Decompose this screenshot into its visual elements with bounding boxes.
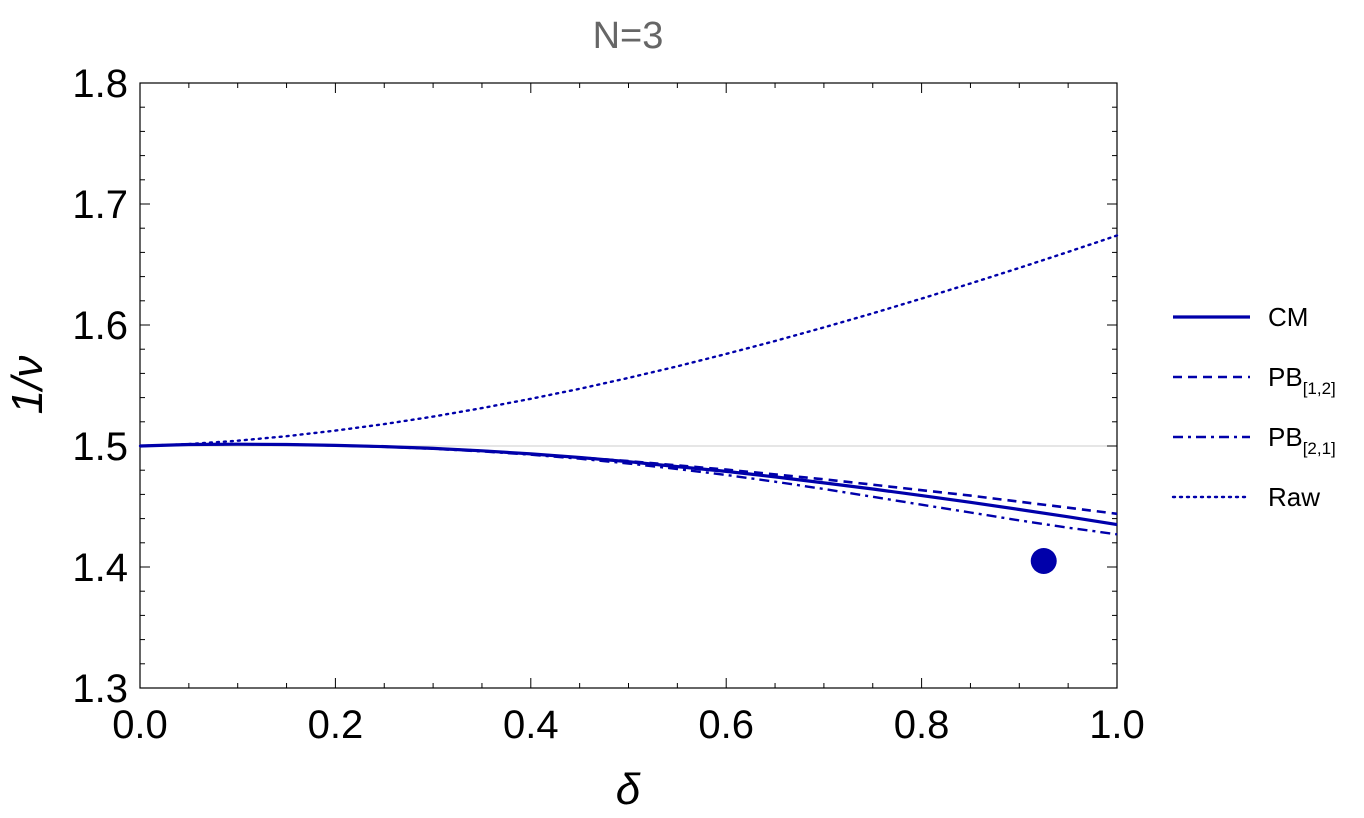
legend-label-4: Raw (1268, 482, 1320, 512)
legend: CM PB[1,2] PB[2,1] Raw (1171, 302, 1336, 512)
data-point (1030, 547, 1057, 574)
legend-label-2: PB[1,2] (1268, 362, 1336, 398)
y-axis-label: 1/ν (3, 356, 52, 415)
x-tick-label: 0.8 (894, 703, 950, 747)
legend-label-3: PB[2,1] (1268, 422, 1336, 458)
series-line-2 (139, 442, 1118, 516)
y-tick-label: 1.6 (72, 304, 128, 348)
x-tick-label: 0.0 (112, 703, 168, 747)
x-tick-label: 1.0 (1089, 703, 1145, 747)
y-tick-label: 1.3 (72, 667, 128, 711)
plot-frame (139, 82, 1118, 689)
x-tick-label: 0.4 (503, 703, 559, 747)
y-tick-label: 1.7 (72, 183, 128, 227)
y-tick-label: 1.4 (72, 546, 128, 590)
x-axis-label: δ (616, 765, 641, 814)
legend-label-1: CM (1268, 302, 1308, 332)
chart-title: N=3 (593, 15, 664, 57)
points-group (1030, 547, 1057, 574)
x-tick-label: 0.2 (308, 703, 364, 747)
series-line-4 (138, 234, 1119, 448)
series-group (138, 234, 1119, 536)
y-tick-label: 1.5 (72, 425, 128, 469)
x-tick-label: 0.6 (698, 703, 754, 747)
y-tick-label: 1.8 (72, 62, 128, 106)
series-line-3 (139, 442, 1118, 536)
ticks-group (139, 82, 1118, 689)
tick-labels-group: 0.0 0.2 0.4 0.6 0.8 1.0 1.3 1.4 1.5 1.6 1.7 1.8 (72, 62, 1144, 747)
